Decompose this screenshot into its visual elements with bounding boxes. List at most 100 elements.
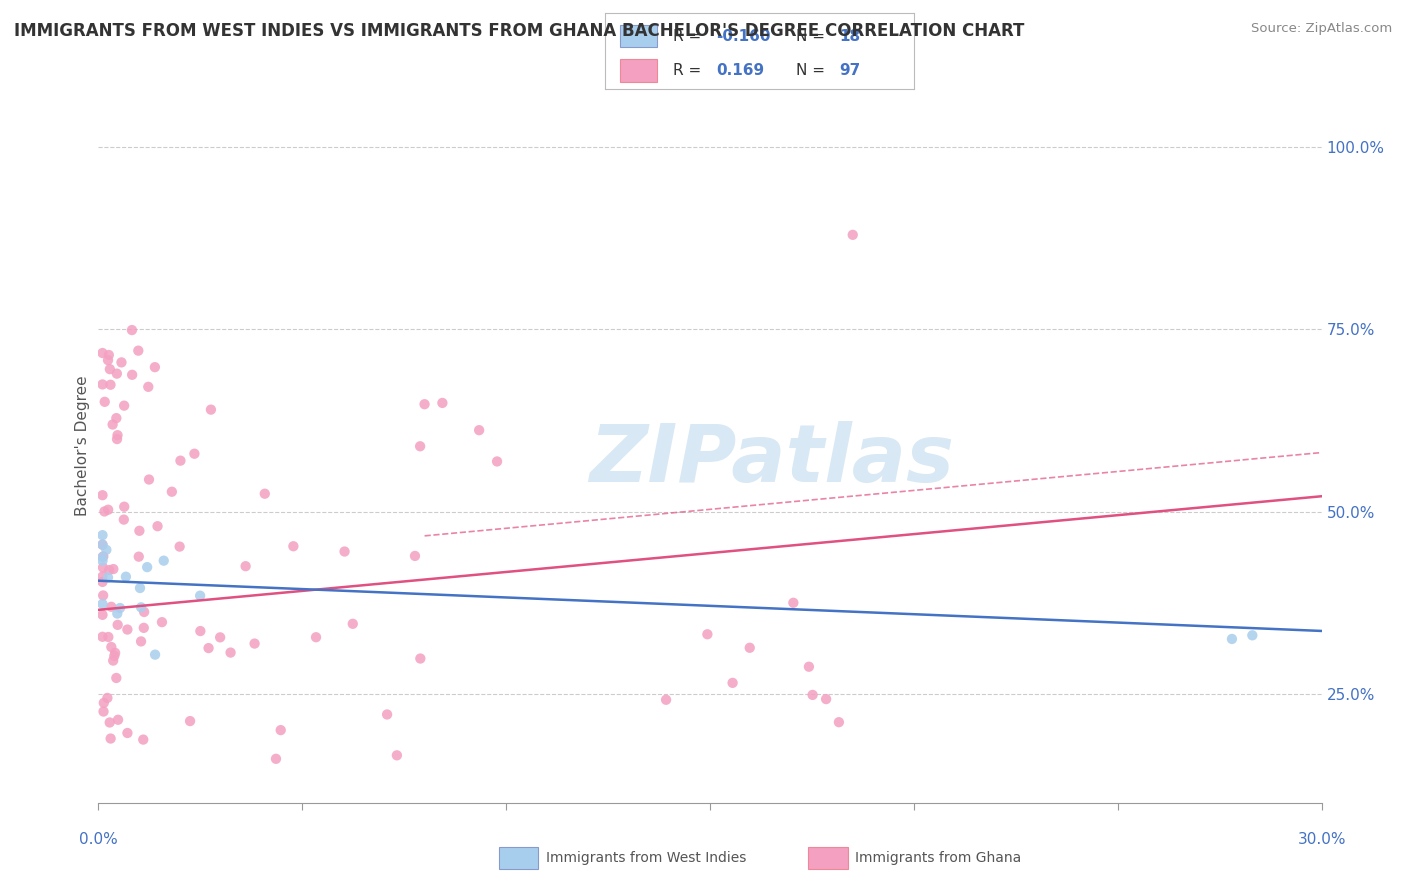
Point [138, 473, 160, 487]
Point [696, 627, 718, 641]
Point [112, 513, 135, 527]
Point [105, 671, 128, 685]
Point [828, 715, 851, 730]
Point [93, 394, 115, 409]
Point [104, 646, 127, 660]
Point [110, 355, 132, 369]
Point [91, 569, 114, 583]
Point [112, 500, 135, 514]
Point [91, 597, 114, 611]
Point [91, 550, 114, 565]
Point [93, 705, 115, 719]
Point [841, 227, 863, 242]
Point [409, 651, 432, 665]
Point [160, 484, 183, 499]
Point [91, 538, 114, 552]
Text: 30.0%: 30.0% [1298, 832, 1346, 847]
Point [243, 636, 266, 650]
Point [91, 528, 114, 542]
Point [105, 607, 128, 621]
Point [103, 654, 125, 668]
Point [103, 648, 125, 663]
Y-axis label: Bachelor's Degree: Bachelor's Degree [75, 376, 90, 516]
Point [128, 524, 150, 538]
Point [409, 439, 432, 453]
Text: Source: ZipAtlas.com: Source: ZipAtlas.com [1251, 22, 1392, 36]
Point [91, 554, 114, 568]
Point [342, 616, 364, 631]
Point [253, 487, 276, 501]
Point [132, 732, 155, 747]
Point [103, 562, 125, 576]
Point [169, 453, 191, 467]
Point [413, 397, 436, 411]
Point [655, 693, 678, 707]
Point [134, 605, 156, 619]
Point [91, 346, 114, 360]
Point [815, 692, 838, 706]
Text: 0.169: 0.169 [716, 62, 763, 78]
Point [101, 417, 124, 432]
Point [404, 549, 426, 563]
Point [100, 377, 122, 392]
Point [97, 502, 120, 516]
Point [117, 623, 139, 637]
Text: ZIPatlas: ZIPatlas [589, 421, 953, 500]
Point [93, 504, 115, 518]
Point [100, 731, 122, 746]
Text: 18: 18 [839, 29, 860, 44]
Point [169, 540, 191, 554]
Point [1220, 632, 1243, 646]
Point [91, 574, 114, 589]
Point [183, 447, 205, 461]
Point [188, 624, 212, 638]
Point [486, 454, 509, 468]
Point [143, 648, 166, 662]
Text: IMMIGRANTS FROM WEST INDIES VS IMMIGRANTS FROM GHANA BACHELOR'S DEGREE CORRELATI: IMMIGRANTS FROM WEST INDIES VS IMMIGRANT… [14, 22, 1025, 40]
Text: R =: R = [672, 29, 706, 44]
Point [107, 428, 129, 442]
Point [150, 615, 173, 629]
Point [96, 690, 118, 705]
Point [385, 748, 408, 763]
Point [1241, 628, 1264, 642]
Point [112, 399, 135, 413]
Point [136, 380, 159, 394]
Point [129, 634, 152, 648]
Point [127, 343, 149, 358]
Point [91, 488, 114, 502]
Point [100, 599, 122, 614]
Point [98, 715, 121, 730]
FancyBboxPatch shape [620, 59, 657, 81]
Point [107, 713, 129, 727]
Text: 0.0%: 0.0% [79, 832, 118, 847]
Point [432, 396, 454, 410]
Point [98, 563, 121, 577]
Point [121, 323, 143, 337]
Point [375, 707, 398, 722]
Point [121, 368, 143, 382]
Point [97, 348, 120, 362]
Point [264, 752, 287, 766]
Text: Immigrants from Ghana: Immigrants from Ghana [855, 851, 1021, 865]
Point [333, 544, 356, 558]
Point [105, 367, 128, 381]
Point [801, 688, 824, 702]
Point [235, 559, 257, 574]
Point [91, 560, 114, 574]
Point [108, 601, 131, 615]
Point [721, 676, 744, 690]
Point [146, 519, 169, 533]
Point [738, 640, 761, 655]
Point [100, 640, 122, 654]
Point [270, 723, 292, 738]
Point [105, 411, 128, 425]
Point [117, 726, 139, 740]
Point [91, 377, 114, 392]
Point [91, 607, 114, 622]
Point [105, 432, 128, 446]
Point [143, 360, 166, 375]
Point [91, 549, 114, 564]
Point [132, 621, 155, 635]
Point [797, 659, 820, 673]
